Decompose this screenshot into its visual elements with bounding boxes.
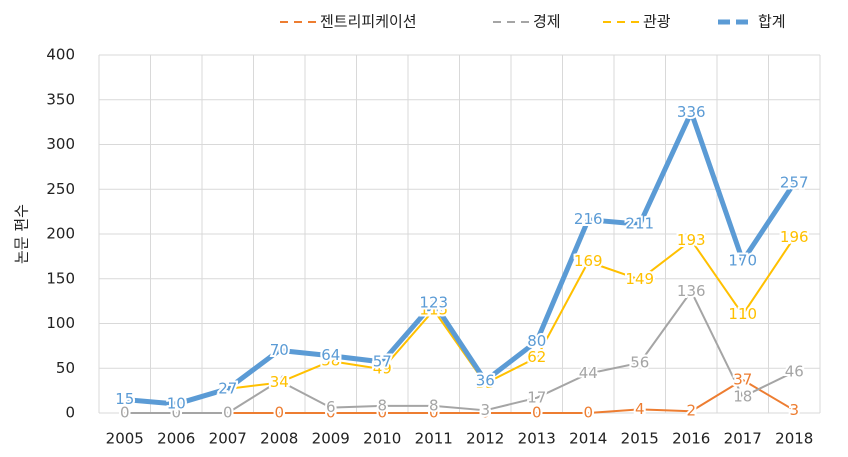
x-tick-label: 2017 [724,430,762,448]
x-tick-label: 2012 [466,430,504,448]
series-line [124,378,795,414]
data-label: 216 [574,210,603,228]
data-label: 62 [527,348,546,366]
y-tick-label: 150 [46,269,75,287]
y-tick-label: 0 [65,404,75,422]
data-label: 0 [274,404,284,422]
data-label: 8 [377,396,387,414]
data-label: 46 [785,362,804,380]
x-tick-label: 2007 [209,430,247,448]
data-label: 34 [270,373,289,391]
data-label: 44 [579,364,598,382]
data-label: 169 [574,252,603,270]
legend-label: 관광 [643,13,671,31]
data-label: 115 [419,301,448,319]
data-label: 196 [780,228,809,246]
x-tick-label: 2008 [260,430,298,448]
y-tick-label: 250 [46,180,75,198]
x-tick-label: 2010 [363,430,401,448]
data-label: 58 [321,352,340,370]
x-tick-label: 2016 [672,430,710,448]
data-label: 193 [677,231,706,249]
data-label: 336 [677,103,706,121]
data-label: 0 [480,404,490,422]
data-label: 80 [527,332,546,350]
data-label: 6 [326,398,336,416]
data-label: 211 [625,215,654,233]
data-label: 2 [686,402,696,420]
x-tick-label: 2005 [106,430,144,448]
data-label: 36 [476,371,495,389]
data-label: 3 [789,401,799,419]
x-tick-label: 2014 [569,430,607,448]
data-label: 37 [733,370,752,388]
legend-label: 경제 [533,13,561,31]
data-label: 149 [625,270,654,288]
data-label: 36 [270,371,289,389]
y-tick-label: 400 [46,46,75,64]
data-label: 15 [115,390,134,408]
data-label: 4 [635,400,645,418]
data-label: 57 [373,352,392,370]
data-label: 0 [120,404,130,422]
data-label: 136 [677,282,706,300]
data-label: 17 [527,388,546,406]
data-label: 110 [728,305,757,323]
x-tick-label: 2013 [518,430,556,448]
series-line [124,237,796,406]
data-label: 0 [532,404,542,422]
data-label: 0 [326,404,336,422]
y-tick-label: 300 [46,135,75,153]
data-label: 27 [218,379,237,397]
data-label: 15 [115,390,134,408]
data-label: 10 [167,395,186,413]
data-label: 0 [120,404,130,422]
data-label: 0 [223,404,233,422]
y-tick-label: 50 [56,359,75,377]
data-label: 0 [171,404,181,422]
data-label: 64 [321,346,340,364]
data-label: 3 [480,401,490,419]
series-line [124,290,795,414]
legend-label: 젠트리피케이션 [320,13,417,31]
y-tick-label: 200 [46,225,75,243]
data-label: 0 [171,404,181,422]
y-tick-label: 100 [46,314,75,332]
data-label: 123 [419,293,448,311]
data-label: 0 [429,404,439,422]
x-tick-label: 2006 [157,430,195,448]
data-label: 27 [218,379,237,397]
x-tick-label: 2009 [312,430,350,448]
data-label: 0 [377,404,387,422]
x-tick-label: 2015 [621,430,659,448]
data-label: 49 [373,360,392,378]
data-label: 10 [167,395,186,413]
data-label: 8 [429,396,439,414]
x-tick-label: 2018 [775,430,813,448]
data-label: 257 [780,173,809,191]
data-label: 33 [476,374,495,392]
data-label: 70 [270,341,289,359]
series-line [124,109,797,407]
y-axis-label: 논문 편수 [13,204,31,264]
legend-label: 합계 [758,13,786,31]
data-label: 0 [223,404,233,422]
data-label: 56 [630,353,649,371]
data-label: 18 [733,387,752,405]
data-label: 0 [583,404,593,422]
data-label: 170 [728,251,757,269]
y-tick-label: 350 [46,90,75,108]
x-tick-label: 2011 [415,430,453,448]
